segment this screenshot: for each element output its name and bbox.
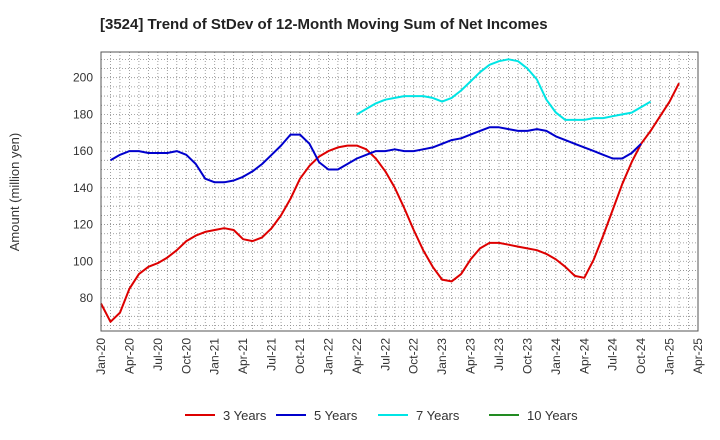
x-tick-label: Apr-24	[577, 338, 591, 374]
series-line-2	[109, 126, 642, 184]
x-tick-label: Jan-21	[208, 338, 222, 375]
grid	[100, 52, 699, 331]
x-axis-ticks: Jan-20 Apr-20 Jul-20 Oct-20 Jan-21 Apr-21 Jul-…	[94, 338, 705, 375]
x-tick-label: Oct-24	[634, 338, 648, 374]
y-tick-label: 180	[73, 107, 93, 121]
y-axis-ticks: 80 100 120 140 160 180 200	[73, 71, 93, 305]
legend-label: 5 Years	[314, 408, 358, 423]
series-line-1	[100, 82, 680, 323]
legend-item: 3 Years	[185, 408, 267, 423]
x-tick-label: Oct-21	[293, 338, 307, 374]
legend-item: 5 Years	[276, 408, 358, 423]
y-tick-label: 140	[73, 181, 93, 195]
x-tick-label: Oct-20	[179, 338, 193, 374]
x-tick-label: Jul-20	[151, 338, 165, 371]
x-tick-label: Jan-23	[435, 338, 449, 375]
legend: 3 Years 5 Years 7 Years 10 Years	[185, 408, 578, 423]
x-tick-label: Oct-23	[520, 338, 534, 374]
x-tick-label: Jul-24	[606, 338, 620, 371]
x-tick-label: Oct-22	[407, 338, 421, 374]
plot-frame	[100, 51, 699, 332]
x-tick-label: Jul-21	[265, 338, 279, 371]
x-tick-label: Jan-20	[94, 338, 108, 375]
x-tick-label: Jan-24	[549, 338, 563, 375]
series-lines	[100, 58, 680, 323]
legend-label: 3 Years	[223, 408, 267, 423]
x-tick-label: Apr-25	[691, 338, 705, 374]
y-tick-label: 100	[73, 254, 93, 268]
x-tick-label: Jan-22	[321, 338, 335, 375]
x-tick-label: Apr-20	[122, 338, 136, 374]
x-tick-label: Apr-22	[350, 338, 364, 374]
y-tick-label: 160	[73, 144, 93, 158]
y-tick-label: 120	[73, 218, 93, 232]
y-tick-label: 80	[80, 291, 94, 305]
x-tick-label: Apr-21	[236, 338, 250, 374]
x-tick-label: Jan-25	[663, 338, 677, 375]
legend-item: 10 Years	[489, 408, 578, 423]
chart-title: [3524] Trend of StDev of 12-Month Moving…	[100, 16, 548, 33]
x-tick-label: Jul-22	[378, 338, 392, 371]
legend-label: 7 Years	[416, 408, 460, 423]
legend-label: 10 Years	[527, 408, 578, 423]
x-tick-label: Jul-23	[492, 338, 506, 371]
series-line-3	[356, 58, 652, 121]
y-axis-label: Amount (million yen)	[7, 133, 22, 252]
legend-item: 7 Years	[378, 408, 460, 423]
x-tick-label: Apr-23	[464, 338, 478, 374]
y-tick-label: 200	[73, 71, 93, 85]
